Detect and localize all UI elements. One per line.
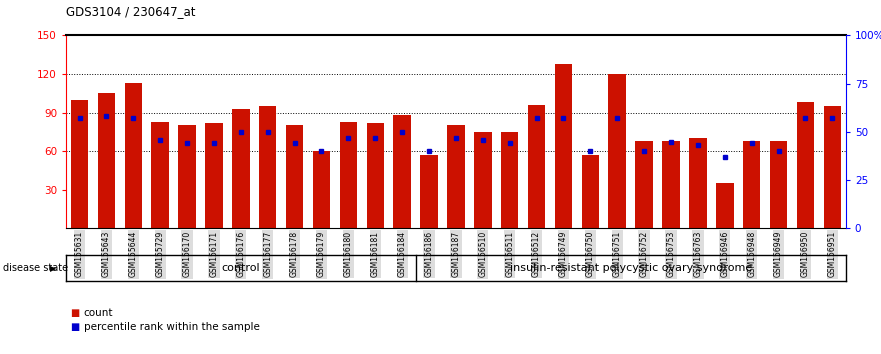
Bar xyxy=(581,155,599,228)
Text: GSM155644: GSM155644 xyxy=(129,231,137,278)
Bar xyxy=(448,125,464,228)
Text: GSM156178: GSM156178 xyxy=(290,231,300,277)
Text: control: control xyxy=(221,263,260,273)
Bar xyxy=(232,109,249,228)
Text: GSM155643: GSM155643 xyxy=(102,231,111,278)
Bar xyxy=(770,141,788,228)
Bar xyxy=(98,93,115,228)
Bar xyxy=(824,106,841,228)
Text: GSM156752: GSM156752 xyxy=(640,231,648,277)
Bar xyxy=(259,106,277,228)
Text: GSM156180: GSM156180 xyxy=(344,231,353,277)
Bar xyxy=(340,121,357,228)
Bar xyxy=(313,151,330,228)
Text: GSM156170: GSM156170 xyxy=(182,231,191,277)
Text: ▶: ▶ xyxy=(50,264,56,273)
Text: GSM156946: GSM156946 xyxy=(721,231,729,278)
Bar xyxy=(474,132,492,228)
Bar xyxy=(394,115,411,228)
Bar xyxy=(555,64,572,228)
Text: GSM156186: GSM156186 xyxy=(425,231,433,277)
Text: GSM156951: GSM156951 xyxy=(828,231,837,277)
Bar xyxy=(420,155,438,228)
Bar xyxy=(663,141,680,228)
Bar xyxy=(796,102,814,228)
Bar xyxy=(743,141,760,228)
Text: GSM156176: GSM156176 xyxy=(236,231,245,277)
Bar xyxy=(70,100,88,228)
Text: ■: ■ xyxy=(70,308,79,318)
Text: GSM156177: GSM156177 xyxy=(263,231,272,277)
Text: GSM156749: GSM156749 xyxy=(559,231,568,278)
Text: GSM156512: GSM156512 xyxy=(532,231,541,277)
Text: GSM156511: GSM156511 xyxy=(505,231,515,277)
Text: GSM156171: GSM156171 xyxy=(210,231,218,277)
Text: GSM156763: GSM156763 xyxy=(693,231,702,278)
Bar xyxy=(689,138,707,228)
Bar xyxy=(716,183,734,228)
Text: GSM156181: GSM156181 xyxy=(371,231,380,277)
Text: GDS3104 / 230647_at: GDS3104 / 230647_at xyxy=(66,5,196,18)
Bar xyxy=(152,121,169,228)
Bar xyxy=(178,125,196,228)
Bar xyxy=(124,83,142,228)
Text: disease state: disease state xyxy=(3,263,68,273)
Text: GSM156179: GSM156179 xyxy=(317,231,326,277)
Text: GSM156948: GSM156948 xyxy=(747,231,756,277)
Text: insulin-resistant polycystic ovary syndrome: insulin-resistant polycystic ovary syndr… xyxy=(509,263,751,273)
Text: GSM156184: GSM156184 xyxy=(397,231,407,277)
Bar xyxy=(285,125,303,228)
Text: GSM156949: GSM156949 xyxy=(774,231,783,278)
Bar xyxy=(366,123,384,228)
Bar xyxy=(635,141,653,228)
Bar xyxy=(501,132,518,228)
Text: GSM156510: GSM156510 xyxy=(478,231,487,277)
Text: count: count xyxy=(84,308,113,318)
Text: GSM156751: GSM156751 xyxy=(612,231,622,277)
Text: GSM155729: GSM155729 xyxy=(156,231,165,277)
Text: ■: ■ xyxy=(70,322,79,332)
Text: GSM156750: GSM156750 xyxy=(586,231,595,278)
Text: GSM156753: GSM156753 xyxy=(667,231,676,278)
Text: percentile rank within the sample: percentile rank within the sample xyxy=(84,322,260,332)
Text: GSM155631: GSM155631 xyxy=(75,231,84,277)
Bar xyxy=(205,123,223,228)
Text: GSM156187: GSM156187 xyxy=(451,231,461,277)
Text: GSM156950: GSM156950 xyxy=(801,231,810,278)
Bar xyxy=(528,105,545,228)
Bar xyxy=(609,74,626,228)
